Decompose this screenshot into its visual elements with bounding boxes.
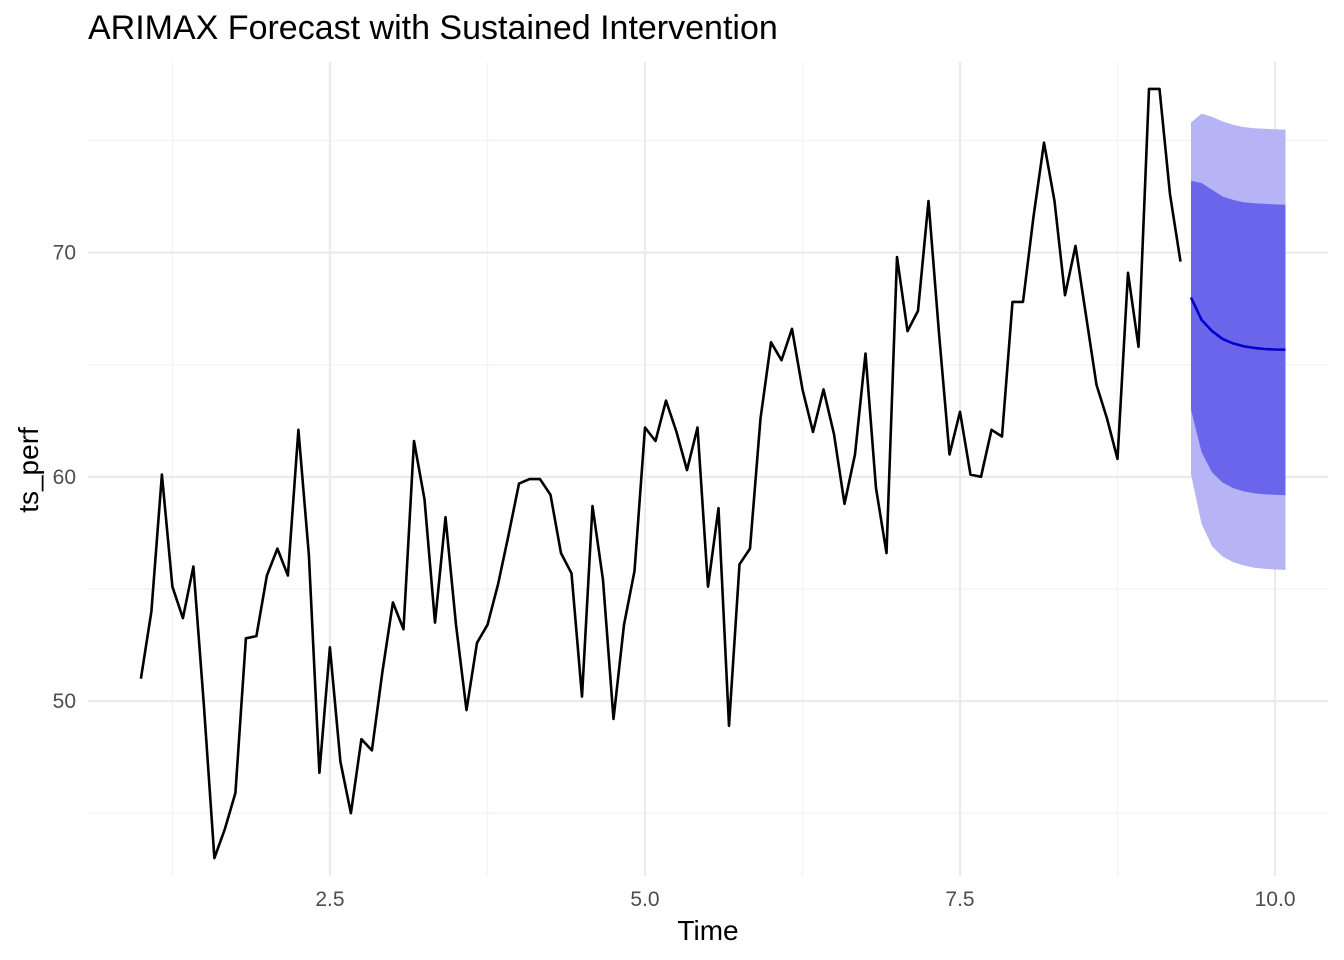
x-tick-label: 5.0 — [630, 888, 659, 911]
tick-labels: 2.5 5.0 7.5 10.0 50 60 70 — [53, 242, 1296, 911]
y-tick-label: 50 — [53, 690, 76, 713]
series-lines — [139, 87, 1286, 860]
observed-series-line — [139, 87, 1182, 860]
chart-title: ARIMAX Forecast with Sustained Intervent… — [88, 9, 778, 47]
x-tick-label: 2.5 — [315, 888, 344, 911]
x-tick-label: 10.0 — [1255, 888, 1296, 911]
grid-minor — [88, 62, 1328, 876]
grid-major — [88, 62, 1328, 876]
forecast-band-80 — [1191, 180, 1286, 496]
y-tick-label: 60 — [53, 466, 76, 489]
x-axis-title: Time — [677, 915, 738, 946]
x-tick-label: 7.5 — [945, 888, 974, 911]
forecast-bands — [1191, 113, 1286, 570]
forecast-mean-line — [1189, 296, 1286, 351]
y-axis-title: ts_perf — [13, 427, 44, 513]
y-tick-label: 70 — [53, 242, 76, 265]
